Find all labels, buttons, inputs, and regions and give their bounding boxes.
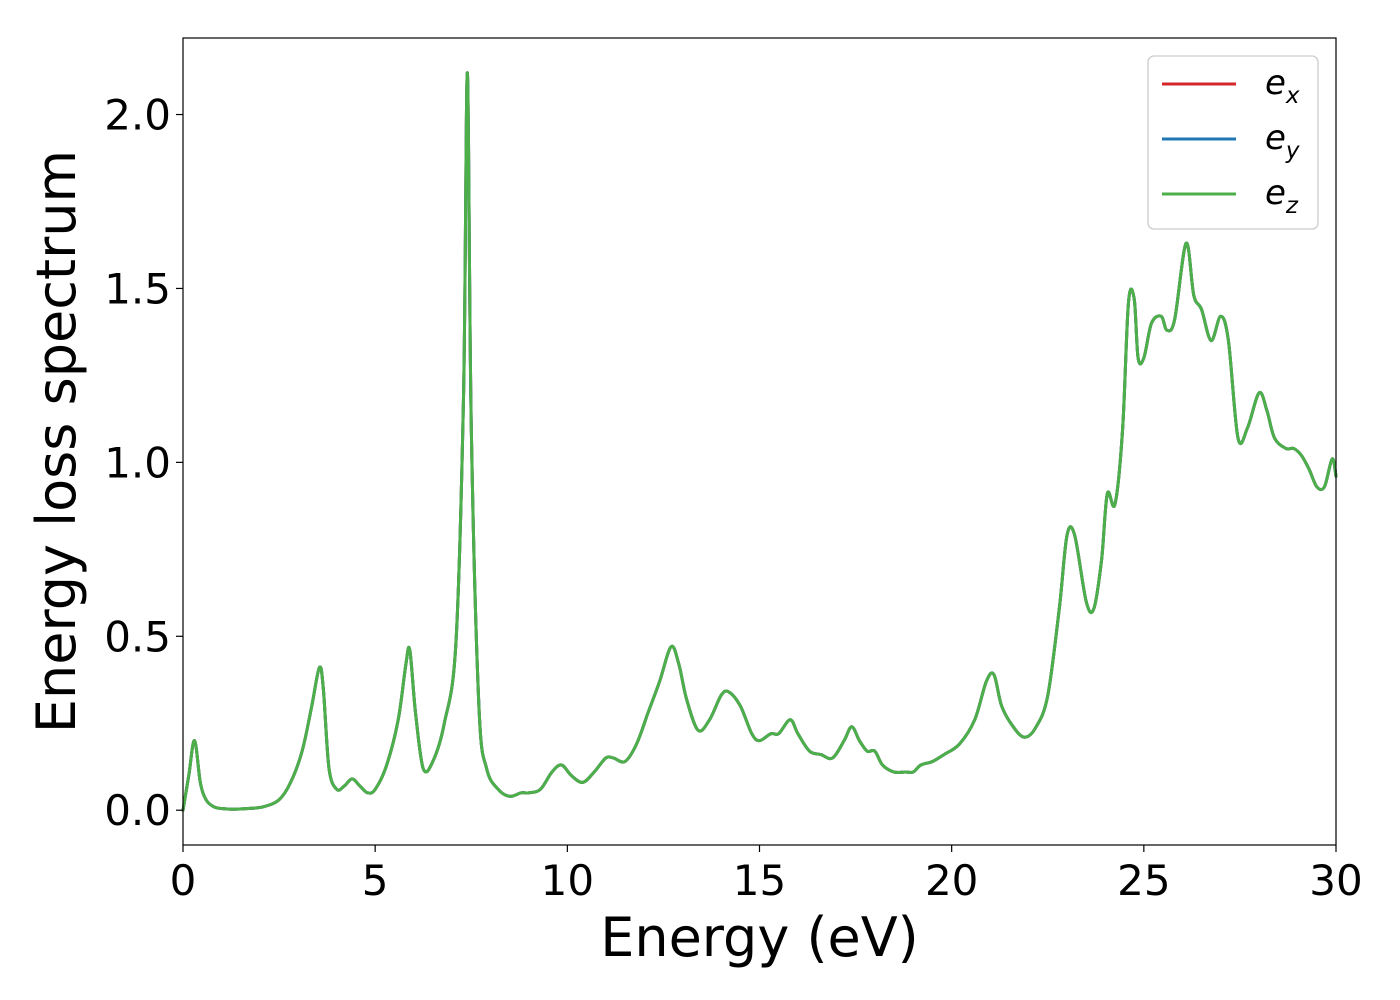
x-tick-label: 30 xyxy=(1309,856,1362,905)
x-tick-label: 10 xyxy=(541,856,594,905)
series-layer xyxy=(181,71,1338,812)
x-tick-label: 15 xyxy=(733,856,786,905)
x-axis: 0 5 10 15 20 25 30 xyxy=(170,845,1363,905)
y-tick-label: 0.0 xyxy=(104,786,171,835)
y-tick-label: 0.5 xyxy=(104,612,171,661)
x-tick-label: 0 xyxy=(170,856,197,905)
x-tick-label: 5 xyxy=(362,856,389,905)
x-axis-title: Energy (eV) xyxy=(600,906,919,969)
y-tick-label: 1.5 xyxy=(104,264,171,313)
y-axis: 0.0 0.5 1.0 1.5 2.0 xyxy=(104,91,183,835)
y-tick-label: 1.0 xyxy=(104,438,171,487)
x-tick-label: 25 xyxy=(1117,856,1170,905)
x-tick-label: 20 xyxy=(925,856,978,905)
y-axis-title: Energy loss spectrum xyxy=(25,150,88,733)
legend-label-e-x: ex xyxy=(1265,63,1300,109)
y-tick-label: 2.0 xyxy=(104,91,171,140)
series-line-e-z xyxy=(181,71,1338,812)
legend-box xyxy=(1147,55,1319,230)
